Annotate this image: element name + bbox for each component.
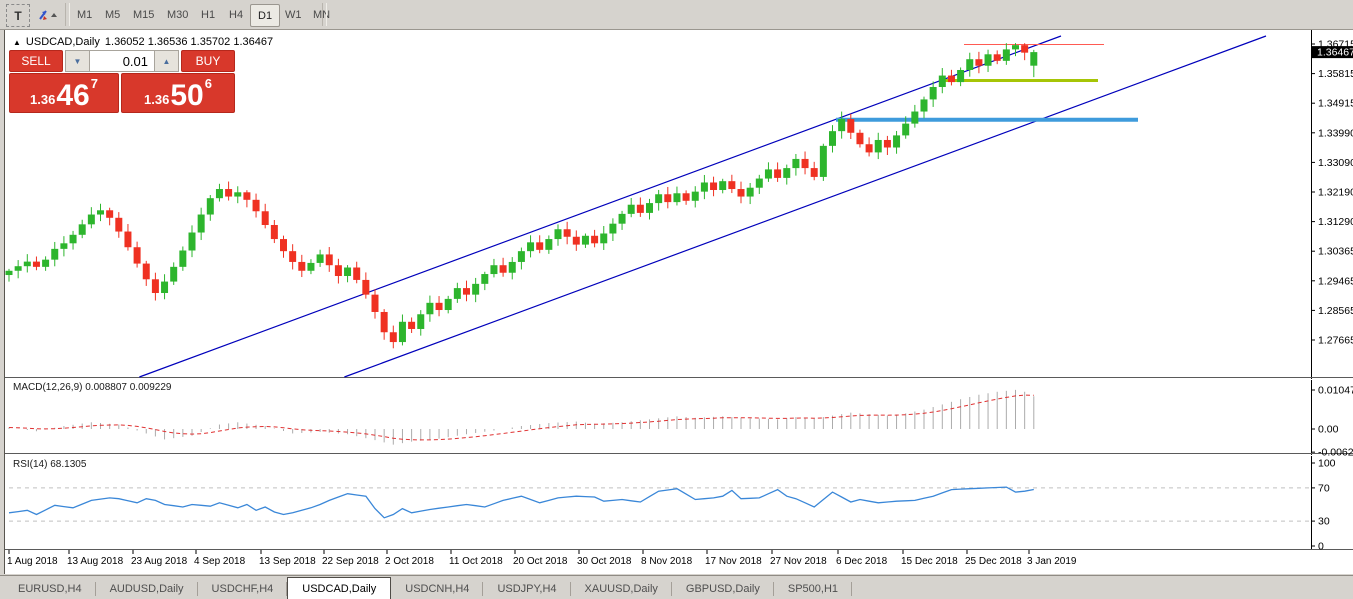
macd-axis-label: -0.006218 [1318,447,1353,459]
current-price-label: 1.36467 [1317,47,1353,59]
date-axis-label: 3 Jan 2019 [1027,556,1077,567]
date-axis-label: 15 Dec 2018 [901,556,958,567]
text-tool-button[interactable]: T [6,4,30,27]
date-axis-label: 4 Sep 2018 [194,556,246,567]
timeframe-button-m1[interactable]: M1 [77,8,93,21]
chart-tab-usdchf[interactable]: USDCHF,H4 [198,578,288,599]
date-axis-label: 30 Oct 2018 [577,556,632,567]
timeframe-button-m5[interactable]: M5 [105,8,121,21]
new-order-icon[interactable] [34,4,62,25]
bid-pip-digit: 7 [90,76,98,91]
chart-tab-eurusd[interactable]: EURUSD,H4 [4,578,96,599]
date-axis-label: 27 Nov 2018 [770,556,827,567]
ask-big-digits: 50 [170,79,204,112]
volume-input[interactable]: 0.01 [89,51,155,71]
price-chart-svg[interactable]: 1.367151.358151.349151.339901.330901.321… [5,30,1353,574]
timeframe-button-m15[interactable]: M15 [133,8,155,21]
toolbar-separator [322,3,327,26]
chart-tab-gbpusd[interactable]: GBPUSD,Daily [672,578,774,599]
date-axis-label: 13 Aug 2018 [67,556,124,567]
timeframe-button-h4[interactable]: H4 [229,8,244,21]
timeframe-button-w1[interactable]: W1 [285,8,302,21]
date-axis-label: 6 Dec 2018 [836,556,888,567]
chart-window[interactable]: ▲ USDCAD,Daily 1.36052 1.36536 1.35702 1… [4,30,1353,574]
price-axis-label: 1.30365 [1318,246,1353,258]
toolbar: T M1 M5 M15 M30 H1 H4 D1 W1 MN [0,0,1353,30]
chart-tab-usdcad[interactable]: USDCAD,Daily [287,577,392,599]
channel-lower-line [344,35,1267,378]
chart-tab-audusd[interactable]: AUDUSD,Daily [96,578,198,599]
rsi-axis-label: 0 [1318,541,1324,553]
chart-ohlc-values: 1.36052 1.36536 1.35702 1.36467 [104,36,274,48]
rsi-line [8,486,1034,519]
chart-tab-xauusd[interactable]: XAUUSD,Daily [571,578,673,599]
macd-label: MACD(12,26,9) 0.008807 0.009229 [13,382,172,393]
bid-price[interactable]: 1.36 46 7 [9,73,119,113]
rsi-axis-label: 30 [1318,516,1330,528]
date-axis-label: 20 Oct 2018 [513,556,568,567]
one-click-trading-panel: SELL ▼ 0.01 ▲ BUY 1.36 46 7 1.36 50 6 [9,50,235,113]
macd-axis-label: 0.00 [1318,424,1339,436]
date-axis-label: 8 Nov 2018 [641,556,693,567]
timeframe-button-d1[interactable]: D1 [250,4,281,27]
ask-price[interactable]: 1.36 50 6 [121,73,235,113]
date-axis-label: 23 Aug 2018 [131,556,188,567]
rsi-axis-label: 70 [1318,482,1330,494]
sell-button[interactable]: SELL [9,50,63,72]
price-axis-label: 1.31290 [1318,216,1353,228]
buy-button[interactable]: BUY [181,50,235,72]
timeframe-button-mn[interactable]: MN [313,8,331,21]
chart-tab-usdjpy[interactable]: USDJPY,H4 [483,578,571,599]
volume-increase-button[interactable]: ▲ [155,51,178,71]
chart-title: ▲ USDCAD,Daily 1.36052 1.36536 1.35702 1… [13,36,273,48]
rsi-axis-label: 100 [1318,458,1336,470]
price-axis-label: 1.33090 [1318,157,1353,169]
date-axis-label: 2 Oct 2018 [385,556,434,567]
channel-upper-line [139,35,1062,378]
chart-tab-sp500[interactable]: SP500,H1 [774,578,853,599]
date-axis-label: 22 Sep 2018 [322,556,379,567]
price-axis-label: 1.34915 [1318,98,1353,110]
chart-symbol-period: USDCAD,Daily [25,36,100,48]
timeframe-button-h1[interactable]: H1 [201,8,216,21]
date-axis-label: 1 Aug 2018 [7,556,58,567]
price-axis-label: 1.28565 [1318,305,1353,317]
candles-group [5,43,1038,349]
timeframe-button-m30[interactable]: M30 [167,8,189,21]
macd-signal-line [8,394,1034,441]
price-axis-label: 1.29465 [1318,275,1353,287]
ask-prefix: 1.36 [144,92,170,107]
chart-tab-bar: EURUSD,H4 AUDUSD,Daily USDCHF,H4 USDCAD,Dai… [0,575,1353,599]
date-axis-label: 25 Dec 2018 [965,556,1022,567]
price-axis-label: 1.27665 [1318,335,1353,347]
macd-histogram [8,389,1035,445]
price-axis-label: 1.33990 [1318,127,1353,139]
date-axis-label: 13 Sep 2018 [259,556,316,567]
price-axis-label: 1.32190 [1318,187,1353,199]
collapse-one-click-icon[interactable]: ▲ [13,37,21,47]
ask-pip-digit: 6 [204,76,212,91]
chart-tab-usdcnh[interactable]: USDCNH,H4 [391,578,484,599]
current-price-tag [1312,46,1353,59]
rsi-label: RSI(14) 68.1305 [13,459,87,470]
volume-decrease-button[interactable]: ▼ [66,51,89,71]
price-axis-label: 1.35815 [1318,68,1353,80]
bid-prefix: 1.36 [30,92,56,107]
volume-stepper: ▼ 0.01 ▲ [65,50,179,72]
date-axis-label: 17 Nov 2018 [705,556,762,567]
toolbar-separator [65,3,70,26]
bid-big-digits: 46 [56,79,90,112]
macd-axis-label: 0.010474 [1318,385,1353,397]
date-axis-label: 11 Oct 2018 [449,556,503,567]
